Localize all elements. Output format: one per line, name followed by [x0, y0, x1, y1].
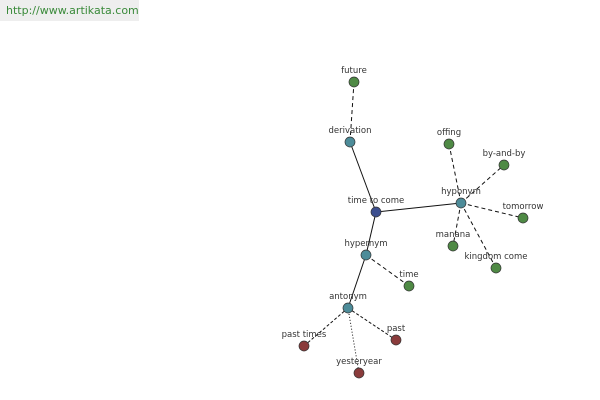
nodes: time to come derivation future hyponym offin… [282, 66, 544, 379]
node-label[interactable]: time to come [348, 196, 405, 206]
node-label[interactable]: offing [437, 128, 461, 138]
node[interactable] [360, 249, 372, 261]
node[interactable] [370, 206, 382, 218]
edges [303, 81, 524, 374]
node[interactable] [348, 76, 360, 88]
node[interactable] [342, 302, 354, 314]
site-url[interactable]: http://www.artikata.com [0, 0, 139, 21]
node[interactable] [517, 212, 529, 224]
edge [347, 254, 367, 309]
edge [349, 141, 377, 213]
node[interactable] [344, 136, 356, 148]
edge [365, 254, 410, 287]
node-label[interactable]: future [341, 66, 367, 76]
edge [448, 143, 462, 204]
node-label[interactable]: hyponym [441, 187, 481, 197]
node-label[interactable]: time [399, 270, 418, 280]
node-label[interactable]: past [387, 324, 406, 334]
edge [303, 307, 349, 347]
node[interactable] [390, 334, 402, 346]
edge [452, 202, 462, 247]
node-label[interactable]: tomorrow [503, 202, 544, 212]
edge [460, 202, 524, 219]
node-label[interactable]: kingdom come [464, 252, 527, 262]
node[interactable] [455, 197, 467, 209]
node[interactable] [490, 262, 502, 274]
edge [460, 202, 497, 269]
node[interactable] [403, 280, 415, 292]
node-label[interactable]: hypernym [344, 239, 387, 249]
edge [375, 202, 462, 213]
node-label[interactable]: derivation [328, 126, 371, 136]
node-label[interactable]: yesteryear [336, 357, 382, 367]
edge [349, 81, 355, 143]
node-label[interactable]: antonym [329, 292, 367, 302]
node[interactable] [443, 138, 455, 150]
node[interactable] [353, 367, 365, 379]
node-label[interactable]: by-and-by [483, 149, 526, 159]
node[interactable] [298, 340, 310, 352]
node[interactable] [498, 159, 510, 171]
node-label[interactable]: manana [436, 230, 471, 240]
edge [460, 164, 505, 204]
node[interactable] [447, 240, 459, 252]
node-label[interactable]: past times [282, 330, 327, 340]
edge [365, 211, 377, 256]
edge [347, 307, 360, 374]
